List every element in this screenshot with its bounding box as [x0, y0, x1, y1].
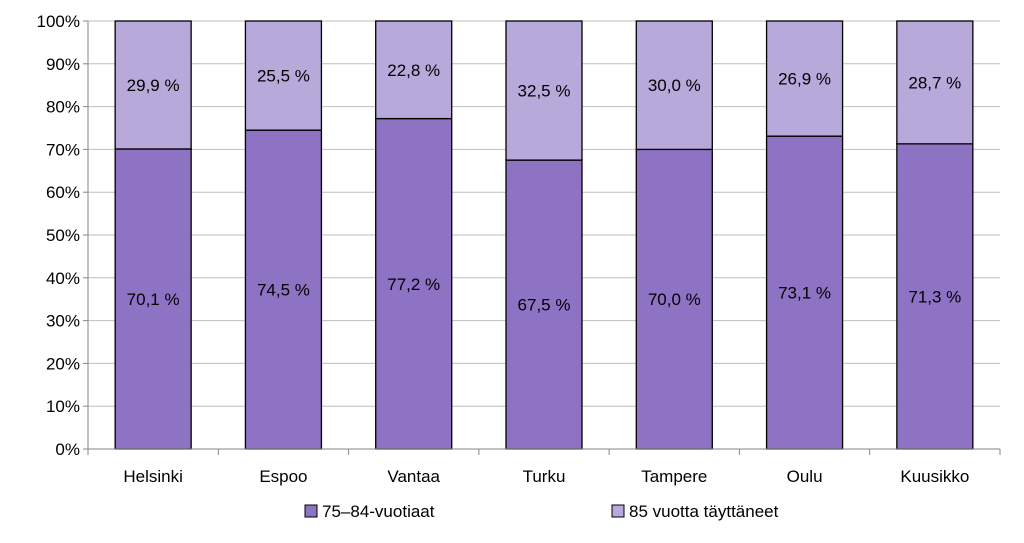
x-category-label: Espoo: [259, 467, 307, 486]
bar-segment: [505, 20, 583, 161]
bar-segment: [114, 20, 192, 150]
bars: 70,1 % 29,9 % 74,5 % 25,5 % 77,2 % 22,8 % 67,5…: [114, 20, 974, 450]
y-tick-label: 20%: [46, 354, 80, 373]
y-tick-label: 40%: [46, 269, 80, 288]
x-axis: Helsinki Espoo Vantaa Turku Tampere Oulu Kuusi…: [87, 448, 1001, 486]
bar-segment: [896, 143, 974, 450]
data-label: 77,2 %: [387, 275, 440, 294]
legend-label: 75–84-vuotiaat: [322, 502, 435, 521]
y-tick-label: 90%: [46, 55, 80, 74]
y-tick-label: 10%: [46, 397, 80, 416]
bar-segment: [114, 148, 192, 450]
y-tick-label: 30%: [46, 312, 80, 331]
y-axis: 0% 10% 20% 30% 40% 50% 60% 70% 80% 90% 100%: [37, 12, 89, 459]
y-tick-label: 0%: [55, 440, 80, 459]
data-label: 28,7 %: [908, 73, 961, 92]
bar-segment: [244, 20, 323, 131]
legend-label: 85 vuotta täyttäneet: [629, 502, 779, 521]
data-label: 22,8 %: [387, 61, 440, 80]
bar-segment: [635, 148, 713, 450]
data-label: 30,0 %: [648, 76, 701, 95]
y-tick-label: 60%: [46, 183, 80, 202]
data-label: 70,0 %: [648, 290, 701, 309]
x-category-label: Oulu: [787, 467, 823, 486]
bar-segment: [765, 135, 844, 450]
y-tick-label: 70%: [46, 140, 80, 159]
x-category-label: Kuusikko: [900, 467, 969, 486]
legend-swatch: [304, 504, 318, 518]
x-category-label: Turku: [523, 467, 566, 486]
data-label: 71,3 %: [908, 287, 961, 306]
legend: 75–84-vuotiaat 85 vuotta täyttäneet: [304, 502, 779, 521]
legend-swatch: [611, 504, 625, 518]
data-label: 25,5 %: [257, 67, 310, 86]
x-category-label: Vantaa: [387, 467, 440, 486]
bar-segment: [375, 117, 453, 450]
data-label: 73,1 %: [778, 284, 831, 303]
bar-segment: [635, 20, 713, 151]
data-label: 29,9 %: [127, 76, 180, 95]
data-label: 70,1 %: [127, 290, 180, 309]
y-tick-label: 100%: [37, 12, 80, 31]
data-label: 74,5 %: [257, 281, 310, 300]
data-label: 26,9 %: [778, 70, 831, 89]
x-category-label: Helsinki: [123, 467, 183, 486]
data-label: 32,5 %: [518, 82, 571, 101]
y-tick-label: 50%: [46, 226, 80, 245]
bar-segment: [896, 20, 974, 145]
bar-segment: [765, 20, 844, 137]
x-category-label: Tampere: [641, 467, 707, 486]
bar-segment: [375, 20, 453, 120]
bar-segment: [505, 159, 583, 450]
data-label: 67,5 %: [518, 296, 571, 315]
y-tick-label: 80%: [46, 98, 80, 117]
